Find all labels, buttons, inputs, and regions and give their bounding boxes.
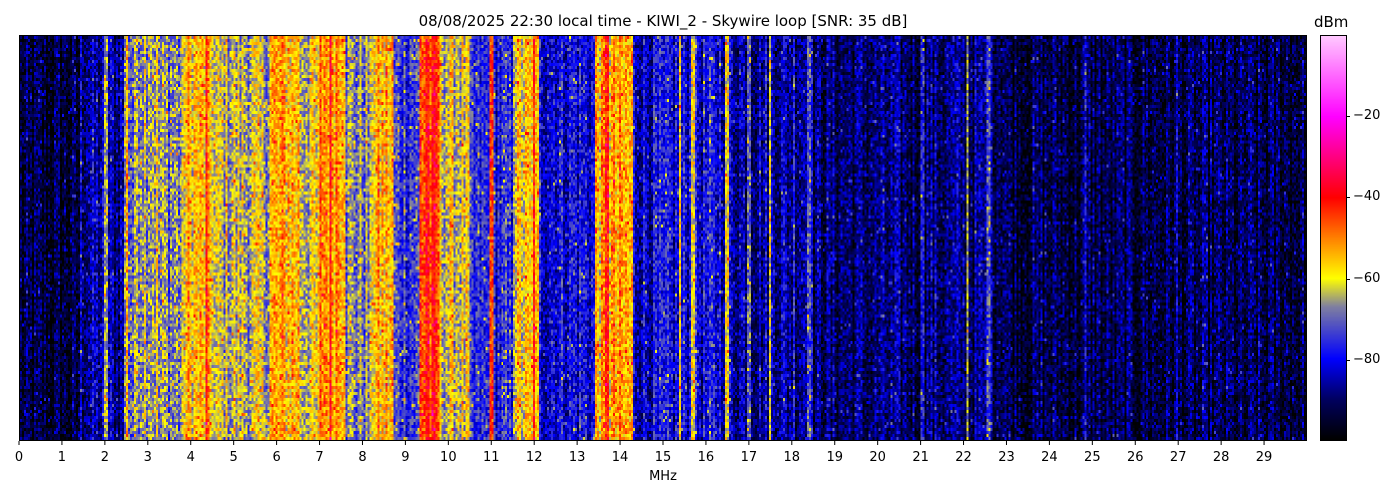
x-tick-label: 14	[612, 450, 629, 465]
x-tick-label: 2	[101, 450, 109, 465]
x-tick-label: 19	[826, 450, 843, 465]
x-tick-label: 11	[483, 450, 500, 465]
x-tick-label: 3	[144, 450, 152, 465]
x-tick-label: 18	[784, 450, 801, 465]
x-tick-label: 26	[1127, 450, 1144, 465]
x-tick-label: 17	[741, 450, 758, 465]
x-tick-label: 12	[526, 450, 543, 465]
chart-title: 08/08/2025 22:30 local time - KIWI_2 - S…	[418, 12, 908, 30]
x-tick-label: 10	[440, 450, 457, 465]
x-tick-label: 15	[655, 450, 672, 465]
x-tick-label: 16	[698, 450, 715, 465]
x-tick-label: 7	[315, 450, 323, 465]
x-tick-label: 25	[1084, 450, 1101, 465]
colorbar	[1320, 35, 1347, 441]
x-tick-label: 20	[869, 450, 886, 465]
x-tick-label: 6	[272, 450, 280, 465]
x-tick-label: 1	[58, 450, 66, 465]
x-tick-label: 28	[1213, 450, 1230, 465]
x-tick-label: 23	[998, 450, 1015, 465]
x-tick-label: 5	[230, 450, 238, 465]
x-tick-label: 27	[1170, 450, 1187, 465]
colorbar-tick-label: −20	[1353, 108, 1381, 124]
colorbar-tick-mark	[1346, 359, 1350, 361]
x-tick-label: 24	[1041, 450, 1058, 465]
x-tick-label: 4	[187, 450, 195, 465]
x-tick-label: 8	[358, 450, 366, 465]
colorbar-tick-mark	[1346, 116, 1350, 118]
colorbar-label: dBm	[1314, 13, 1349, 31]
colorbar-tick-label: −80	[1353, 351, 1381, 367]
x-tick-label: 9	[401, 450, 409, 465]
x-tick-label: 13	[569, 450, 586, 465]
colorbar-tick-mark	[1346, 197, 1350, 199]
x-tick-label: 29	[1256, 450, 1273, 465]
waterfall-heatmap	[19, 35, 1307, 441]
x-tick-label: 0	[15, 450, 23, 465]
colorbar-tick-mark	[1346, 278, 1350, 280]
x-tick-label: 22	[955, 450, 972, 465]
colorbar-tick-label: −60	[1353, 270, 1381, 286]
x-axis-label: MHz	[649, 469, 677, 484]
colorbar-tick-label: −40	[1353, 189, 1381, 205]
x-tick-label: 21	[912, 450, 929, 465]
